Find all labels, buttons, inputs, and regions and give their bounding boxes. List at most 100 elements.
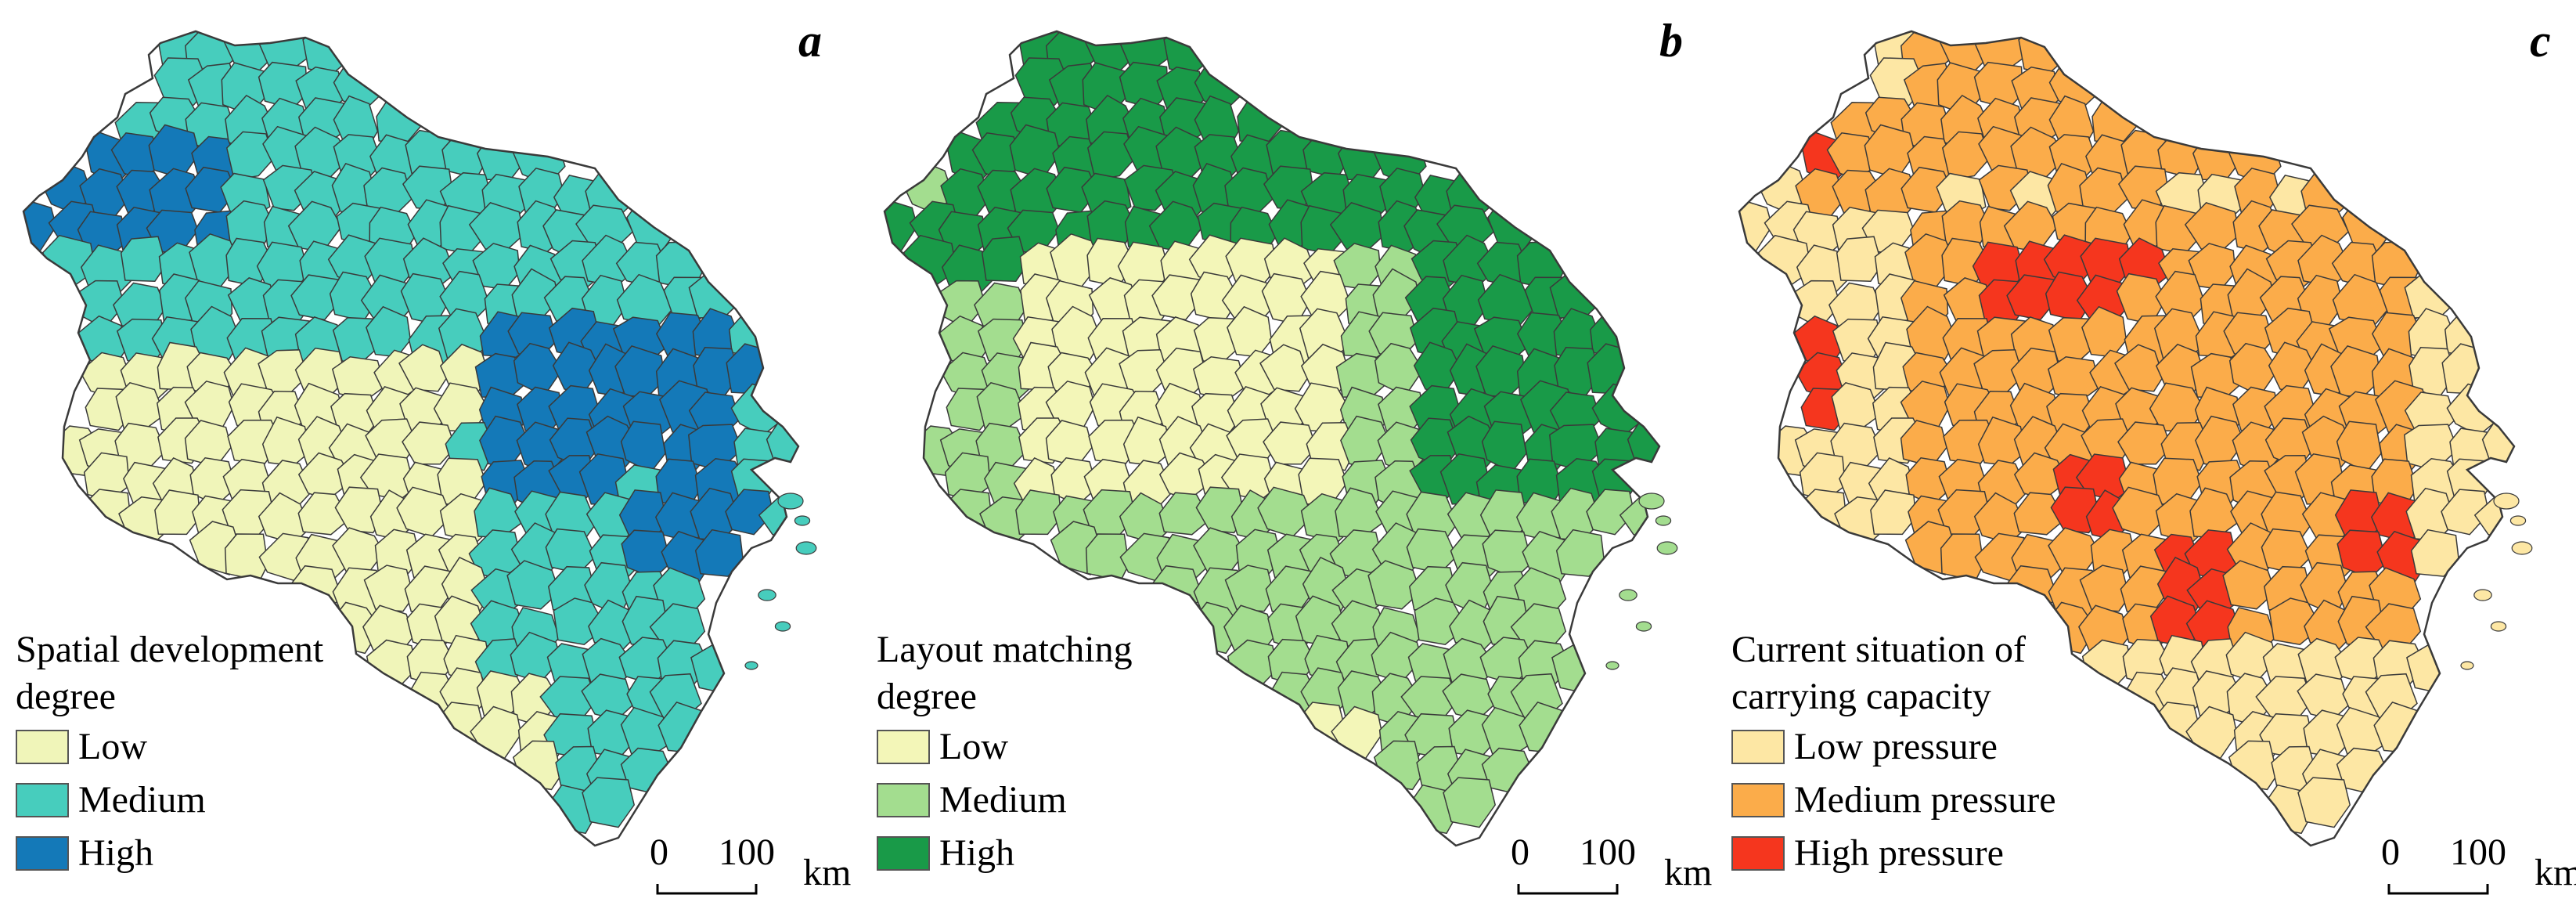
district-polygon [1586, 489, 1635, 536]
district-polygon [725, 489, 774, 536]
swatch-high-b [877, 836, 930, 871]
district-polygon [1158, 492, 1211, 536]
district-polygon [1974, 31, 2028, 70]
panel-letter-a: a [798, 15, 822, 67]
island-shape [2490, 621, 2507, 632]
legend-item-high-c: High pressure [1731, 827, 2091, 880]
swatch-medium-a [16, 783, 69, 817]
legend-label-medium-b: Medium [939, 779, 1067, 821]
island-shape [1656, 541, 1678, 555]
island-shape [2460, 661, 2474, 670]
region-map-a [22, 30, 817, 847]
district-polygon [1151, 274, 1205, 321]
district-polygon [398, 344, 449, 392]
district-polygon [1259, 344, 1310, 392]
island-shape [1655, 515, 1672, 526]
legend-item-medium-a: Medium [16, 774, 368, 827]
scale-zero-label: 0 [650, 832, 668, 873]
scale-line [656, 884, 758, 895]
legend-label-high-c: High pressure [1794, 832, 2004, 874]
panel-letter-c: c [2530, 15, 2551, 67]
island-shape [744, 661, 758, 670]
legend-title-a: Spatial development degree [16, 629, 324, 717]
map-panel-b: b Layout matching degree Low Medium High… [861, 0, 1720, 913]
district-polygon [1015, 489, 1062, 536]
legend-label-high-a: High [78, 832, 153, 874]
district-polygon [1263, 421, 1317, 465]
scale-bar-b: 0 100 km [1511, 832, 1712, 920]
district-layer [884, 31, 1659, 835]
legend-label-medium-c: Medium pressure [1794, 779, 2056, 821]
island-shape [777, 492, 804, 510]
swatch-low-b [877, 730, 930, 764]
legend-item-medium-c: Medium pressure [1731, 774, 2091, 827]
district-polygon [2117, 421, 2172, 465]
district-polygon [1224, 565, 1276, 612]
swatch-medium-c [1731, 783, 1785, 817]
district-polygon [506, 560, 560, 610]
district-polygon [2018, 31, 2068, 74]
district-polygon [1443, 777, 1497, 828]
scale-line [2387, 884, 2489, 895]
swatch-high-a [16, 836, 69, 871]
legend-b: Layout matching degree Low Medium High [877, 626, 1190, 880]
swatch-low-a [16, 730, 69, 764]
legend-item-low-a: Low [16, 720, 368, 774]
island-shape [758, 589, 776, 601]
island-shape [2473, 589, 2492, 601]
district-polygon [190, 305, 242, 360]
map-panel-c: c Current situation of carrying capacity… [1716, 0, 2576, 913]
legend-label-high-b: High [939, 832, 1014, 874]
district-polygon [1555, 529, 1605, 577]
scale-bar-a: 0 100 km [650, 832, 851, 920]
scale-unit-label: km [2535, 852, 2576, 893]
district-polygon [2006, 274, 2060, 321]
legend-label-low-c: Low pressure [1794, 726, 1998, 767]
scale-hundred-label: 100 [719, 832, 775, 873]
scale-unit-label: km [1664, 852, 1713, 893]
district-polygon [120, 236, 168, 282]
scale-bar-c: 0 100 km [2381, 832, 2576, 920]
region-map-b [883, 30, 1678, 847]
district-polygon [582, 777, 636, 828]
district-polygon [981, 236, 1029, 282]
region-outline [883, 30, 1661, 847]
district-polygon [297, 492, 350, 536]
island-shape [1605, 661, 1619, 670]
district-polygon [363, 565, 415, 612]
district-polygon [1870, 489, 1917, 536]
district-polygon [1906, 305, 1958, 360]
district-polygon [402, 421, 456, 465]
island-shape [1635, 621, 1652, 632]
district-polygon [1836, 236, 1883, 282]
district-polygon [766, 416, 798, 464]
district-polygon [2079, 565, 2131, 612]
district-polygon [154, 489, 201, 536]
island-shape [795, 541, 817, 555]
scale-unit-label: km [803, 852, 852, 893]
scale-zero-label: 0 [1511, 832, 1529, 873]
district-polygon [1367, 560, 1421, 610]
district-polygon [1163, 31, 1213, 74]
district-polygon [2013, 492, 2066, 536]
legend-title-b: Layout matching degree [877, 629, 1133, 717]
district-polygon [2441, 489, 2490, 536]
legend-title-c: Current situation of carrying capacity [1731, 629, 2026, 717]
district-polygon [290, 274, 344, 321]
legend-label-medium-a: Medium [78, 779, 206, 821]
district-polygon [1627, 416, 1659, 464]
district-polygon [258, 31, 312, 70]
island-shape [1638, 492, 1665, 510]
legend-item-high-a: High [16, 827, 368, 880]
scale-zero-label: 0 [2381, 832, 2400, 873]
district-polygon [2222, 560, 2276, 610]
district-polygon [694, 529, 744, 577]
legend-a: Spatial development degree Low Medium Hi… [16, 626, 368, 880]
legend-item-medium-b: Medium [877, 774, 1190, 827]
region-outline [22, 30, 800, 847]
district-polygon [1051, 305, 1103, 360]
region-map-c [1738, 30, 2533, 847]
map-panel-a: a Spatial development degree Low Medium … [0, 0, 859, 913]
scale-hundred-label: 100 [2450, 832, 2506, 873]
scale-line [1517, 884, 1619, 895]
